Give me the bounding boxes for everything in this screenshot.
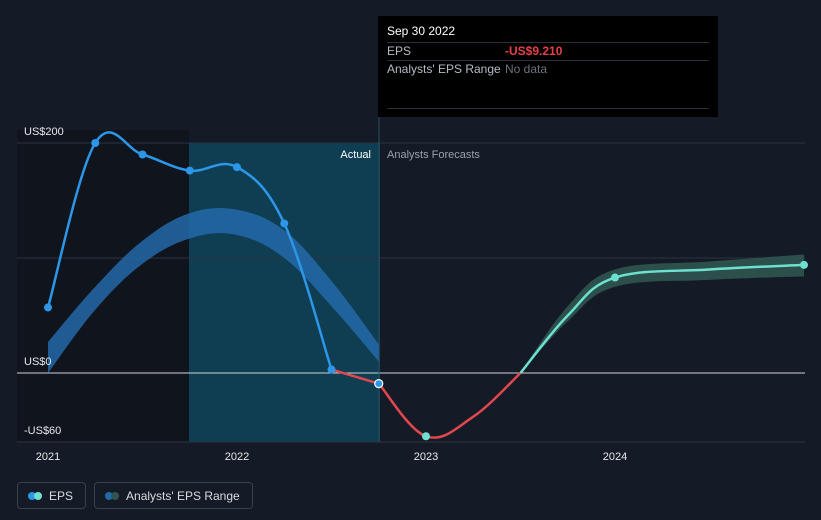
eps-point	[233, 163, 241, 172]
eps-point	[374, 378, 384, 389]
eps-point	[185, 166, 194, 175]
eps-point	[280, 219, 289, 228]
tooltip-eps-row: EPS -US$9.210	[387, 42, 709, 60]
tooltip-range-value: No data	[505, 62, 548, 76]
hover-tooltip: Sep 30 2022 EPS -US$9.210 Analysts' EPS …	[378, 16, 718, 117]
eps-forecast-negative-line	[377, 372, 522, 439]
eps-chart: US$200 US$0 -US$60 2021 2022 2023 2024 Actu…	[17, 117, 808, 463]
x-tick-label: 2021	[36, 451, 60, 463]
tooltip-range-label: Analysts' EPS Range	[387, 62, 501, 76]
actual-label: Actual	[340, 149, 371, 161]
legend-eps-label: EPS	[49, 488, 74, 503]
forecast-point	[611, 273, 619, 282]
eps-forecast-line	[519, 263, 805, 374]
x-tick-label: 2022	[225, 451, 249, 463]
tooltip-date: Sep 30 2022	[387, 24, 456, 38]
actual-range-band	[48, 207, 379, 373]
eps-legend-icon	[28, 491, 42, 500]
legend-range[interactable]: Analysts' EPS Range	[94, 482, 253, 509]
tooltip-range-row: Analysts' EPS Range No data	[387, 60, 709, 78]
tooltip-eps-value: -US$9.210	[505, 44, 563, 58]
y-tick-label-bottom: -US$60	[24, 425, 61, 437]
legend-range-label: Analysts' EPS Range	[126, 488, 240, 503]
eps-point	[327, 365, 336, 374]
tooltip-eps-label: EPS	[387, 44, 412, 58]
y-tick-label-top: US$200	[24, 126, 64, 138]
eps-point	[44, 303, 52, 312]
x-tick-label: 2024	[603, 451, 627, 463]
forecast-range-band	[520, 254, 804, 373]
tooltip-divider	[387, 108, 709, 109]
legend-eps[interactable]: EPS	[17, 482, 87, 509]
forecast-label: Analysts Forecasts	[387, 149, 480, 161]
eps-point	[91, 139, 100, 147]
forecast-point	[422, 432, 430, 441]
x-tick-label: 2023	[414, 451, 438, 463]
y-tick-label-zero: US$0	[24, 356, 52, 368]
actual-highlight	[189, 143, 380, 442]
chart-legend: EPS Analysts' EPS Range	[17, 482, 253, 509]
forecast-point	[800, 260, 808, 269]
eps-point	[138, 150, 147, 159]
range-legend-icon	[105, 491, 120, 500]
